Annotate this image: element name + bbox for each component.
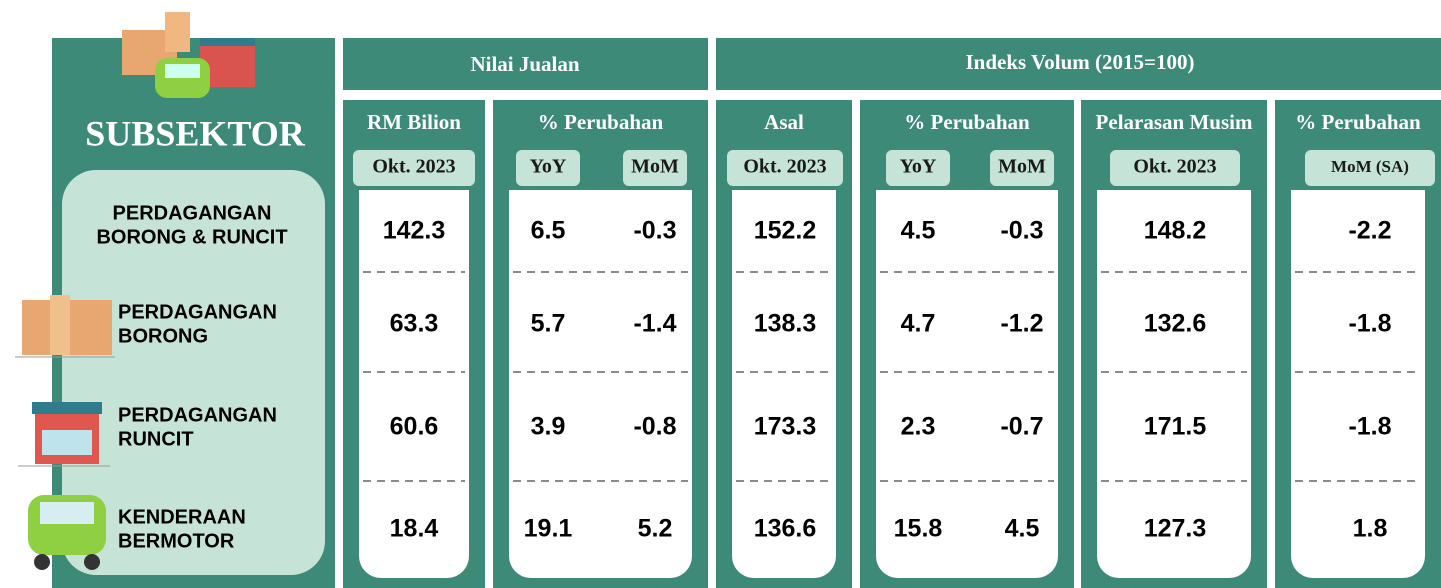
column-body	[1097, 190, 1251, 230]
cell-value: 19.1	[524, 515, 573, 543]
sub-pill	[886, 150, 950, 186]
sub-label: MoM	[998, 156, 1046, 178]
sub-pill	[623, 150, 687, 186]
column-title: RM Bilion	[367, 110, 461, 134]
cell-value: 18.4	[390, 515, 439, 543]
sub-label: MoM	[631, 156, 679, 178]
sub-pill	[727, 150, 843, 186]
column-body	[1291, 190, 1425, 230]
sub-label: YoY	[900, 156, 937, 178]
row-label: RUNCIT	[118, 428, 194, 450]
icon-car	[28, 495, 106, 570]
column-title: % Perubahan	[904, 110, 1030, 134]
cell-value: 148.2	[1144, 217, 1207, 245]
cell-value: -1.8	[1348, 310, 1391, 338]
sub-label: MoM (SA)	[1331, 157, 1409, 176]
cell-value: -1.4	[633, 310, 676, 338]
icon-warehouse	[15, 295, 115, 358]
column-body	[732, 190, 836, 230]
cell-value: -0.8	[633, 413, 676, 441]
column-body	[509, 190, 692, 230]
sub-pill	[516, 150, 580, 186]
cell-value: -1.8	[1348, 413, 1391, 441]
group-title: Nilai Jualan	[470, 52, 579, 76]
sub-pill	[353, 150, 475, 186]
column-title: % Perubahan	[538, 110, 664, 134]
row-label: PERDAGANGAN	[118, 404, 277, 426]
group-header	[343, 38, 708, 90]
cell-value: 5.2	[638, 515, 673, 543]
cell-value: 127.3	[1144, 515, 1207, 543]
sub-label: Okt. 2023	[372, 156, 455, 178]
cell-value: -0.3	[633, 217, 676, 245]
label-panel	[62, 170, 325, 575]
cell-value: 2.3	[901, 413, 936, 441]
header-icon	[122, 12, 255, 98]
sub-label: YoY	[530, 156, 567, 178]
group-header	[716, 38, 1441, 90]
column-title: Pelarasan Musim	[1096, 110, 1253, 134]
cell-value: 138.3	[754, 310, 817, 338]
row-label: BORONG & RUNCIT	[96, 226, 287, 248]
column-body	[876, 190, 1058, 230]
cell-value: -1.2	[1000, 310, 1043, 338]
row-label: KENDERAAN	[118, 506, 246, 528]
cell-value: 5.7	[531, 310, 566, 338]
row-label: BERMOTOR	[118, 530, 235, 552]
cell-value: 63.3	[390, 310, 439, 338]
sub-label: Okt. 2023	[1133, 156, 1216, 178]
row-label: PERDAGANGAN	[118, 301, 277, 323]
sub-pill	[1110, 150, 1240, 186]
cell-value: 4.5	[1005, 515, 1040, 543]
cell-value: 152.2	[754, 217, 817, 245]
cell-value: 3.9	[531, 413, 566, 441]
cell-value: -0.3	[1000, 217, 1043, 245]
column-body	[359, 190, 469, 578]
cell-value: 15.8	[894, 515, 943, 543]
cell-value: 1.8	[1353, 515, 1388, 543]
cell-value: 132.6	[1144, 310, 1207, 338]
cell-value: 136.6	[754, 515, 817, 543]
cell-value: 142.3	[383, 217, 446, 245]
sub-label: Okt. 2023	[743, 156, 826, 178]
column-title: Asal	[764, 110, 804, 134]
column-title: % Perubahan	[1295, 110, 1421, 134]
cell-value: 60.6	[390, 413, 439, 441]
cell-value: -0.7	[1000, 413, 1043, 441]
group-title: Indeks Volum (2015=100)	[965, 50, 1194, 74]
subsektor-title: SUBSEKTOR	[85, 113, 305, 153]
cell-value: 173.3	[754, 413, 817, 441]
row-label: PERDAGANGAN	[113, 202, 272, 224]
icon-store	[18, 402, 110, 467]
column-body	[359, 190, 469, 230]
cell-value: 171.5	[1144, 413, 1207, 441]
cell-value: 4.7	[901, 310, 936, 338]
cell-value: -2.2	[1348, 217, 1391, 245]
row-label: BORONG	[118, 325, 208, 347]
sub-pill	[990, 150, 1054, 186]
cell-value: 4.5	[901, 217, 936, 245]
cell-value: 6.5	[531, 217, 566, 245]
sub-pill	[1305, 150, 1435, 186]
